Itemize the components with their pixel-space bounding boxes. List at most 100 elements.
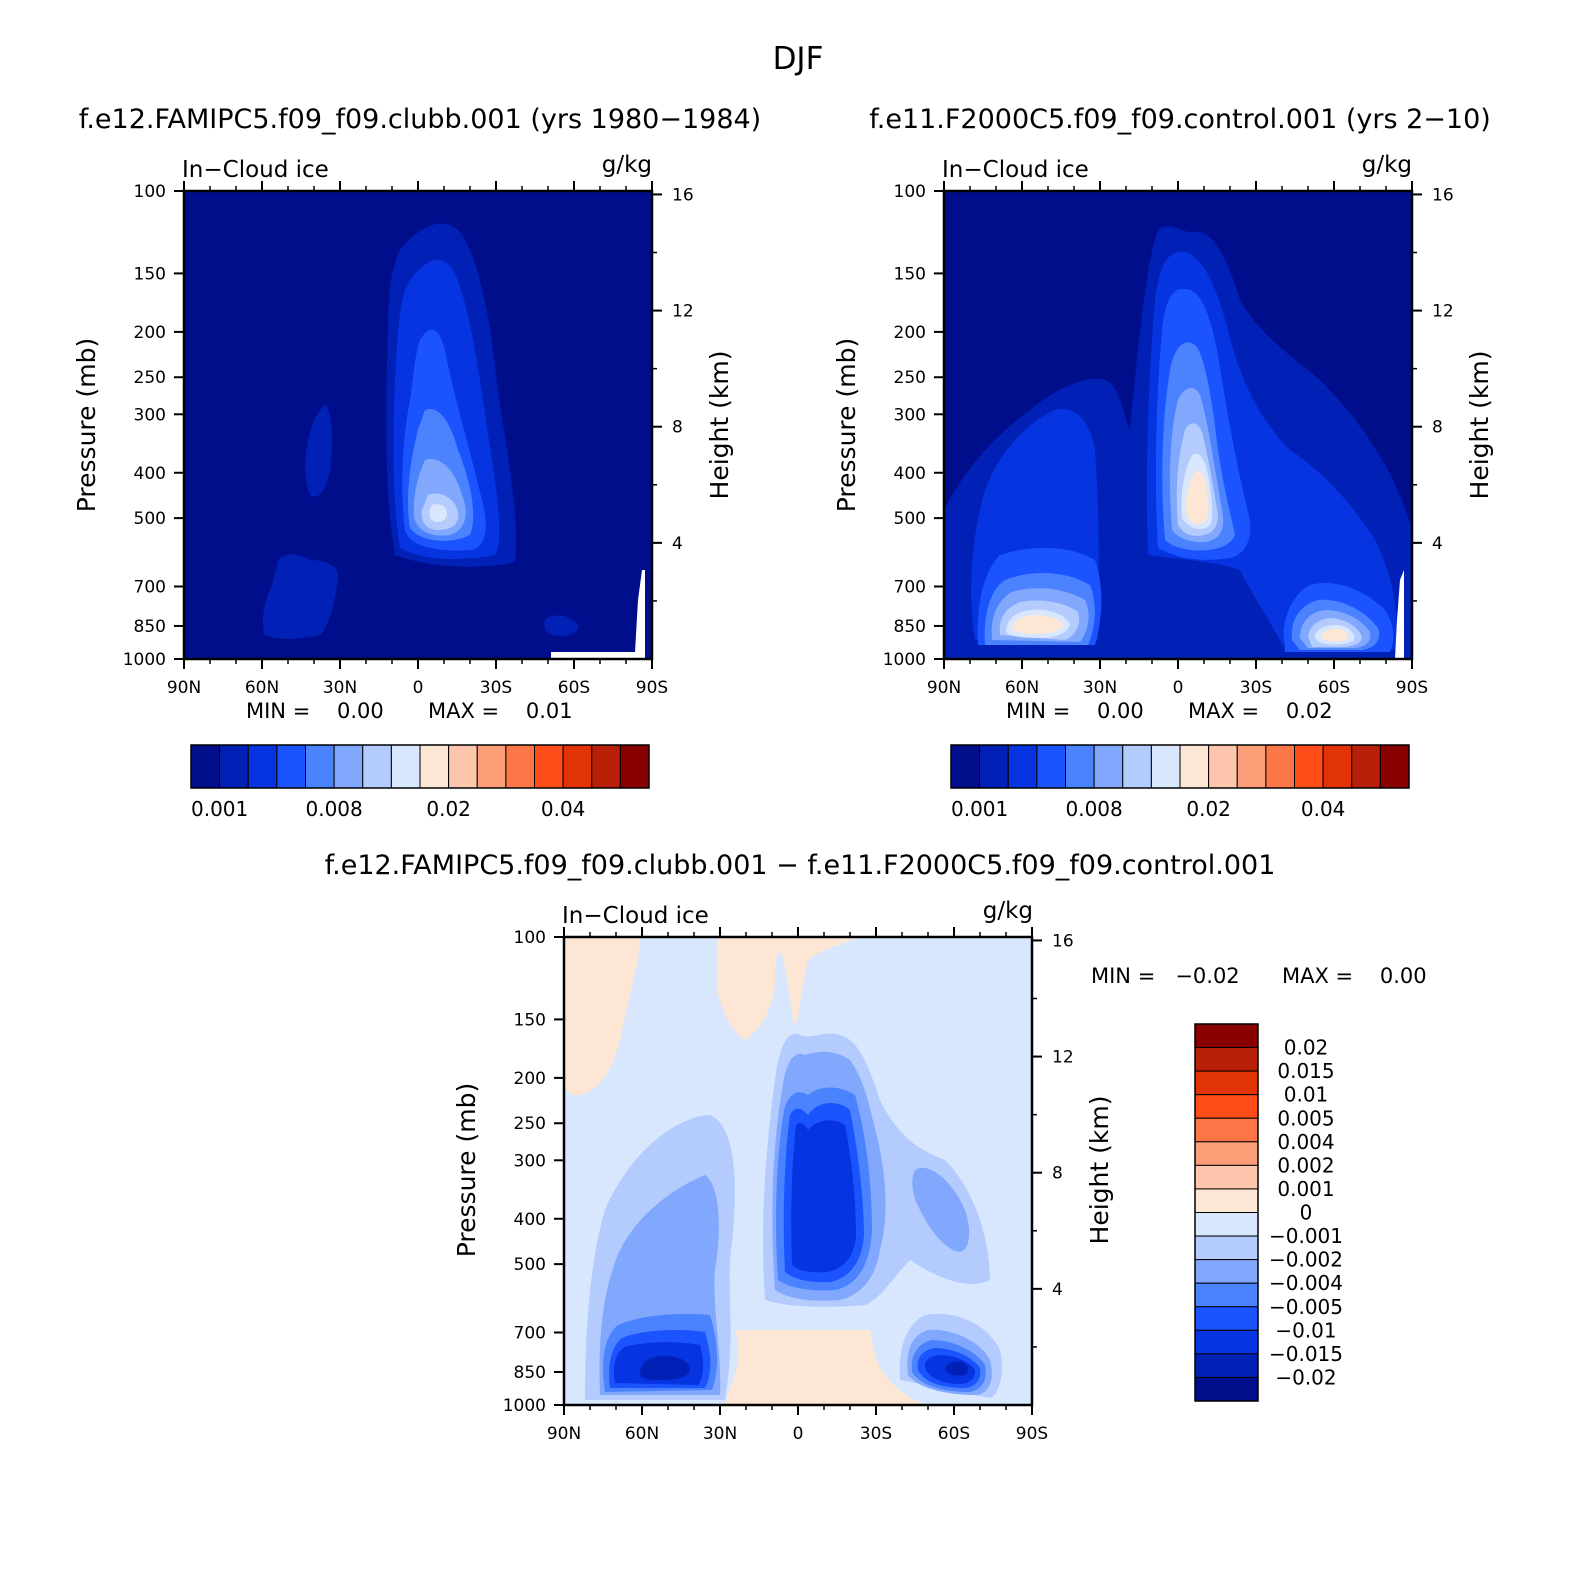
x-tick-label: 60N [1005,678,1039,698]
y-tick-label: 500 [134,509,166,529]
height-tick-label: 8 [672,418,683,438]
y-axis-label: Pressure (mb) [72,338,101,512]
colorbar-swatch [1194,1070,1259,1096]
y-tick-label: 150 [894,264,926,284]
colorbar-swatch [362,744,392,789]
y-tick-label: 200 [894,323,926,343]
contour-0.02 [1012,470,1348,642]
panel-clubb: f.e12.FAMIPC5.f09_f09.clubb.001 (yrs 198… [72,104,761,821]
colorbar-swatch [950,744,981,789]
colorbar-swatch [1194,1141,1259,1166]
colorbar-swatch [190,744,221,789]
colorbar-frame [190,744,650,789]
height-axis-ticks: 16 12 8 4 [1412,185,1454,602]
colorbar-label: 0.008 [305,797,362,821]
colorbar-swatch [1194,1117,1259,1143]
colorbar-swatch [276,744,306,789]
contour-0.001-nh-upper [305,405,333,497]
plot-area [942,189,1414,661]
colorbar-swatch [1236,744,1267,789]
colorbar-swatch [1379,744,1410,789]
max-label: MAX = 0.00 [1282,964,1427,988]
x-tick-label: 30S [1240,678,1272,698]
colorbar-swatch [1194,1212,1259,1237]
colorbar-swatch [1265,744,1295,789]
min-label: MIN = 0.00 [1006,699,1144,723]
colorbar-label: 0.02 [1186,797,1231,821]
colorbar-swatch [1150,744,1181,789]
height-axis-label: Height (km) [1085,1096,1114,1245]
colorbar-swatch [1294,744,1324,789]
colorbar-swatch [1065,744,1095,789]
x-axis-ticks: 90N 60N 30N 0 30S 60S 90S [927,181,1428,698]
panel-title: f.e11.F2000C5.f09_f09.control.001 (yrs 2… [869,104,1491,135]
colorbar-swatch [1194,1306,1259,1331]
y-tick-label: 100 [894,182,926,202]
y-tick-label: 200 [134,323,166,343]
y-tick-label: 300 [134,405,166,425]
height-tick-label: 16 [1052,931,1074,951]
colorbar-swatch [1208,744,1238,789]
colorbar-swatch [1122,744,1152,789]
panel-control: f.e11.F2000C5.f09_f09.control.001 (yrs 2… [832,104,1494,821]
x-tick-label: 0 [413,678,424,698]
y-tick-label: 400 [514,1210,546,1230]
missing-data-region [1395,570,1404,659]
contour-0.015 [429,504,448,523]
min-label: MIN = −0.02 [1091,964,1240,988]
colorbar-swatch [1194,1353,1259,1378]
x-tick-label: 60N [245,678,279,698]
x-axis-ticks: 90N 60N 30N 0 30S 60S 90S [547,927,1048,1444]
colorbar-swatch [1194,1188,1259,1213]
colorbar-swatch [1194,1259,1259,1284]
height-tick-label: 4 [1052,1280,1063,1300]
colorbar: 0.001 0.008 0.02 0.04 [950,744,1410,821]
y-axis-label: Pressure (mb) [832,338,861,512]
height-tick-label: 16 [1432,185,1454,205]
variable-label: In−Cloud ice [182,157,329,183]
colorbar-swatch [390,744,421,789]
units-label: g/kg [1362,152,1412,178]
x-tick-label: 60S [1318,678,1350,698]
y-tick-label: 700 [514,1324,546,1344]
colorbar-swatch [419,744,450,789]
colorbar-label: −0.01 [1275,1318,1336,1342]
height-tick-label: 12 [1052,1048,1074,1068]
colorbar-swatch [534,744,564,789]
figure-title: DJF [773,41,824,77]
max-label: MAX = 0.02 [1188,699,1333,723]
y-tick-label: 250 [134,368,166,388]
y-tick-label: 500 [894,509,926,529]
plot-area [182,189,654,661]
colorbar-swatch [1007,744,1038,789]
colorbar-swatch [505,744,535,789]
y-tick-label: 300 [514,1151,546,1171]
colorbar-swatch [1179,744,1210,789]
colorbar-label: 0.001 [951,797,1008,821]
height-tick-label: 8 [1432,418,1443,438]
colorbar-swatch [219,744,249,789]
contour-positive-upper-left [564,937,640,1096]
panel-difference: f.e12.FAMIPC5.f09_f09.clubb.001 − f.e11.… [325,850,1427,1444]
colorbar-label: 0.005 [1277,1106,1334,1130]
y-tick-label: 1000 [123,650,166,670]
height-axis-label: Height (km) [705,351,734,500]
y-tick-label: 1000 [503,1396,546,1416]
x-tick-label: 90S [636,678,668,698]
y-axis-ticks: 100 150 200 250 300 400 500 700 850 1000 [883,182,944,670]
x-tick-label: 60N [625,1424,659,1444]
colorbar-swatch [1351,744,1381,789]
max-label: MAX = 0.01 [428,699,573,723]
y-tick-label: 250 [894,368,926,388]
panel-title: f.e12.FAMIPC5.f09_f09.clubb.001 − f.e11.… [325,850,1276,881]
y-tick-label: 850 [514,1363,546,1383]
height-tick-label: 16 [672,185,694,205]
colorbar-swatch [1036,744,1066,789]
variable-label: In−Cloud ice [562,903,709,929]
x-tick-label: 30N [703,1424,737,1444]
colorbar-label: 0.002 [1277,1153,1334,1177]
colorbar-label: −0.005 [1269,1295,1343,1319]
x-axis-ticks: 90N 60N 30N 0 30S 60S 90S [167,181,668,698]
units-label: g/kg [983,898,1033,924]
colorbar-label: 0.02 [426,797,471,821]
